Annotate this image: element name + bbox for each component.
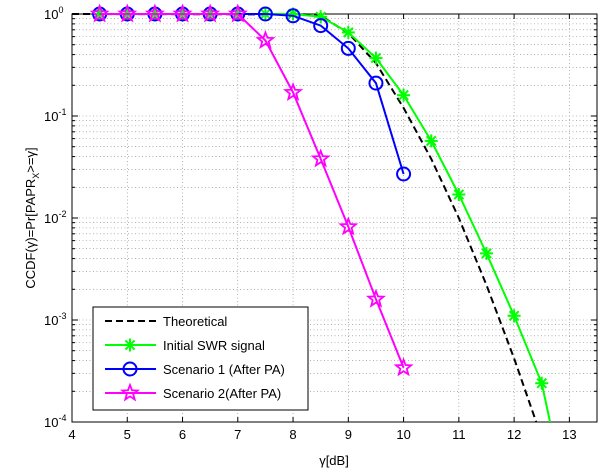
- y-tick-label: 10-1: [44, 107, 66, 124]
- legend-label-2: Scenario 1 (After PA): [163, 362, 285, 377]
- series-point-3: [338, 216, 359, 236]
- legend-label-3: Scenario 2(After PA): [163, 386, 281, 401]
- series-point-3: [393, 357, 414, 377]
- legend-marker-2: [122, 361, 138, 377]
- y-tick-label: 100: [44, 5, 63, 22]
- x-tick-label: 11: [452, 427, 466, 442]
- series-point-1: [341, 25, 355, 39]
- series-point-1: [452, 187, 466, 201]
- asterisk-stroke: [481, 248, 492, 259]
- asterisk-stroke: [398, 89, 409, 101]
- series-point-1: [424, 134, 438, 148]
- x-tick-label: 10: [396, 427, 410, 442]
- series-point-1: [535, 376, 549, 390]
- series-point-3: [200, 3, 221, 23]
- legend-marker-1: [123, 338, 137, 352]
- legend-marker-3: [119, 382, 141, 402]
- y-tick-label: 10-3: [44, 311, 66, 328]
- y-tick-label: 10-2: [44, 209, 66, 226]
- asterisk-stroke: [370, 52, 382, 64]
- legend-label-0: Theoretical: [163, 314, 227, 329]
- x-tick-label: 8: [289, 427, 296, 442]
- y-axis-label-text: CCDF(γ)=Pr[PAPRX>=γ]: [23, 147, 41, 288]
- series-point-2: [257, 6, 273, 22]
- series: [72, 3, 552, 422]
- series-point-2: [368, 75, 384, 91]
- x-axis-label: γ[dB]: [319, 453, 349, 468]
- series-point-2: [340, 40, 356, 56]
- x-tick-label: 6: [179, 427, 186, 442]
- x-tick-label: 4: [68, 427, 75, 442]
- legend-label-1: Initial SWR signal: [163, 338, 265, 353]
- series-point-3: [227, 3, 248, 23]
- series-point-1: [369, 51, 383, 65]
- asterisk-stroke: [425, 135, 437, 147]
- series-point-3: [365, 288, 386, 308]
- series-point-3: [283, 81, 304, 102]
- series-point-3: [144, 3, 165, 23]
- asterisk-stroke: [124, 339, 136, 351]
- x-tick-label: 5: [124, 427, 131, 442]
- series-point-3: [255, 29, 276, 50]
- asterisk-stroke: [343, 27, 354, 38]
- asterisk-stroke: [536, 377, 548, 389]
- series-point-1: [479, 246, 493, 260]
- series-point-3: [89, 3, 110, 23]
- series-point-3: [310, 148, 331, 168]
- x-tick-label: 13: [562, 427, 576, 442]
- series-point-1: [397, 88, 411, 102]
- asterisk-stroke: [508, 310, 520, 322]
- y-axis-label: CCDF(γ)=Pr[PAPRX>=γ]: [23, 147, 41, 288]
- axes: 4 5 6 7 8 9 10 11 12 13 100 10-1 10-2 10-3 10-4: [44, 5, 598, 442]
- series-line-0: [72, 13, 538, 422]
- x-tick-label: 12: [507, 427, 521, 442]
- legend: Theoretical Initial SWR signal Scenario 1 …: [92, 306, 309, 411]
- x-tick-label: 7: [234, 427, 241, 442]
- series-point-3: [172, 3, 193, 23]
- series-point-1: [507, 309, 521, 323]
- x-tick-label: 9: [345, 427, 352, 442]
- series-point-2: [396, 166, 412, 182]
- series-point-2: [285, 8, 301, 24]
- series-point-3: [117, 3, 138, 23]
- asterisk-stroke: [453, 189, 465, 200]
- y-tick-label: 10-4: [44, 413, 66, 430]
- series-point-2: [313, 18, 329, 34]
